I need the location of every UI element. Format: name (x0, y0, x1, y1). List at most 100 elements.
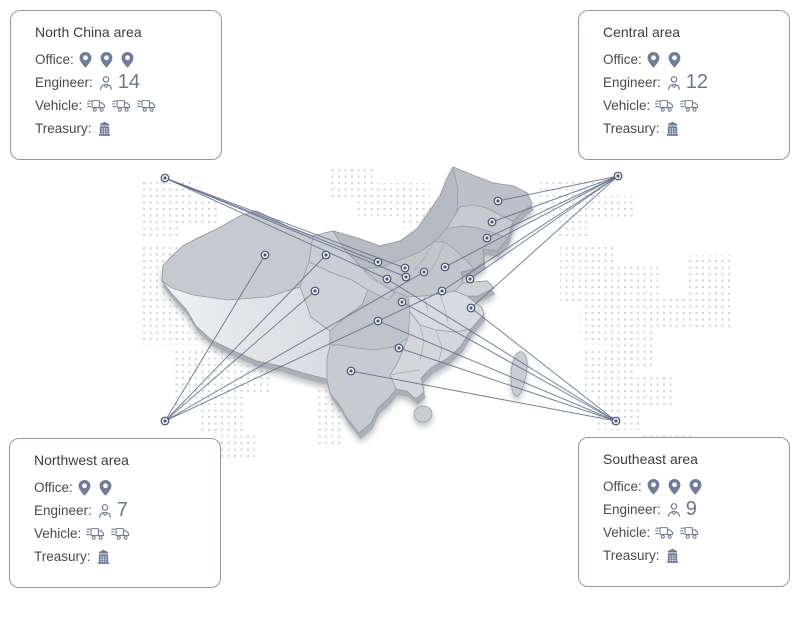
delivery-truck-icon (112, 100, 131, 112)
engineer-label: Engineer: (34, 503, 92, 518)
treasury-row: Treasury: (35, 117, 213, 140)
city-node-marker[interactable] (310, 286, 320, 296)
engineer-count: 7 (116, 499, 128, 521)
city-node-marker[interactable] (260, 250, 270, 260)
link-line (164, 254, 327, 422)
engineer-label: Engineer: (603, 75, 661, 90)
delivery-truck-icon (86, 528, 105, 540)
city-node-marker[interactable] (487, 217, 497, 227)
hub-marker[interactable] (160, 173, 170, 183)
office-row: Office: (603, 48, 781, 71)
link-line (164, 290, 316, 422)
engineer-count: 12 (685, 71, 709, 93)
vehicle-row: Vehicle: (603, 94, 781, 117)
city-node-marker[interactable] (401, 272, 411, 282)
office-row: Office: (603, 475, 781, 498)
location-pin-icon (78, 479, 91, 496)
delivery-truck-icon (111, 528, 130, 540)
link-line (401, 301, 617, 422)
link-line (441, 175, 619, 292)
engineer-person-icon (667, 75, 680, 90)
city-node-marker[interactable] (437, 286, 447, 296)
area-card-southeast: Southeast area Office: Engineer: 9 Vehic… (578, 437, 790, 587)
location-pin-icon (79, 51, 92, 68)
treasury-label: Treasury: (603, 548, 660, 563)
card-title: Southeast area (603, 451, 698, 467)
hub-marker[interactable] (611, 416, 621, 426)
link-line (486, 175, 619, 239)
engineer-label: Engineer: (35, 75, 93, 90)
city-node-marker[interactable] (440, 262, 450, 272)
vehicle-label: Vehicle: (34, 526, 82, 541)
engineer-icons (97, 503, 113, 519)
delivery-truck-icon (680, 527, 699, 539)
vehicle-row: Vehicle: (603, 521, 781, 544)
vehicle-label: Vehicle: (35, 98, 83, 113)
treasury-bank-icon (98, 121, 110, 136)
engineer-row: Engineer: 7 (34, 499, 212, 522)
vehicle-trucks (655, 98, 699, 113)
treasury-label: Treasury: (34, 549, 91, 564)
city-node-marker[interactable] (373, 316, 383, 326)
card-title: North China area (35, 24, 142, 40)
city-node-marker[interactable] (400, 263, 410, 273)
link-line (386, 278, 617, 422)
treasury-label: Treasury: (603, 121, 660, 136)
city-node-marker[interactable] (419, 267, 429, 277)
vehicle-trucks (86, 526, 130, 541)
link-line (164, 271, 425, 422)
taiwan-island (510, 351, 528, 397)
office-pins (647, 51, 681, 68)
treasury-banks (97, 121, 112, 137)
city-node-marker[interactable] (346, 366, 356, 376)
link-line (164, 290, 443, 422)
location-pin-icon (100, 51, 113, 68)
office-pins (647, 478, 702, 495)
card-title: Northwest area (34, 452, 129, 468)
link-line (491, 175, 619, 223)
hub-marker[interactable] (160, 416, 170, 426)
city-node-marker[interactable] (321, 250, 331, 260)
link-line (164, 254, 266, 422)
link-line (164, 177, 379, 263)
engineer-icons (666, 75, 682, 91)
treasury-bank-icon (666, 121, 678, 136)
engineer-count: 9 (685, 498, 697, 520)
area-card-northwest: Northwest area Office: Engineer: 7 Vehic… (9, 438, 221, 588)
engineer-person-icon (98, 503, 111, 518)
city-node-marker[interactable] (465, 274, 475, 284)
china-landmass (161, 166, 534, 439)
link-line (444, 175, 619, 268)
city-node-marker[interactable] (482, 233, 492, 243)
link-line (398, 347, 617, 422)
city-node-marker[interactable] (373, 257, 383, 267)
delivery-truck-icon (655, 527, 674, 539)
link-line (470, 175, 619, 309)
link-line (164, 177, 407, 278)
engineer-person-icon (99, 75, 112, 90)
vehicle-trucks (655, 525, 699, 540)
area-card-central: Central area Office: Engineer: 12 Vehicl… (578, 10, 790, 160)
area-card-north-china: North China area Office: Engineer: 14 Ve… (10, 10, 222, 160)
city-node-marker[interactable] (397, 297, 407, 307)
office-row: Office: (34, 476, 212, 499)
city-node-marker[interactable] (493, 196, 503, 206)
office-label: Office: (603, 52, 642, 67)
treasury-banks (665, 121, 680, 137)
city-node-marker[interactable] (466, 303, 476, 313)
hainan-island (413, 405, 433, 423)
vehicle-label: Vehicle: (603, 98, 651, 113)
vehicle-row: Vehicle: (35, 94, 213, 117)
engineer-person-icon (667, 502, 680, 517)
link-line (497, 175, 619, 202)
hub-marker[interactable] (613, 171, 623, 181)
city-node-marker[interactable] (382, 274, 392, 284)
office-label: Office: (603, 479, 642, 494)
engineer-row: Engineer: 14 (35, 71, 213, 94)
city-node-marker[interactable] (394, 343, 404, 353)
location-pin-icon (647, 478, 660, 495)
treasury-banks (665, 548, 680, 564)
vehicle-trucks (87, 98, 156, 113)
location-pin-icon (689, 478, 702, 495)
